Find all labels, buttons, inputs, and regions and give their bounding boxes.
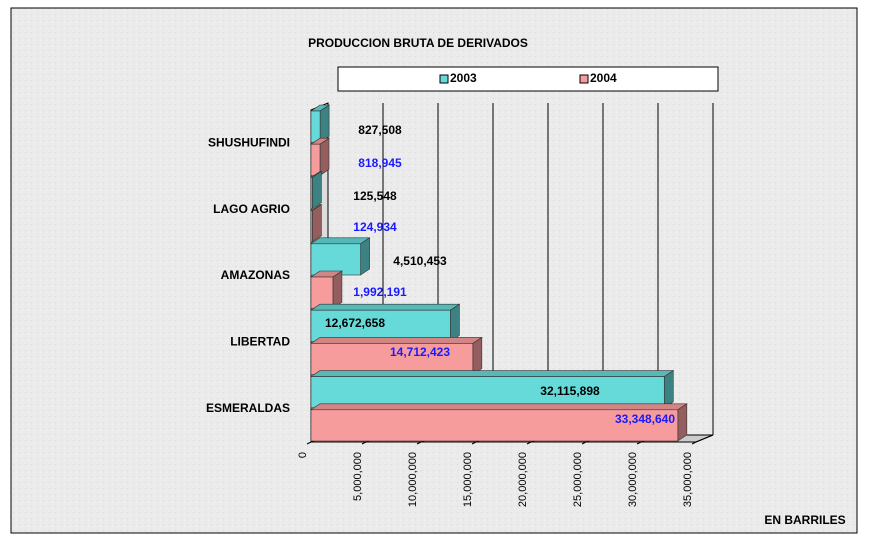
- x-tick-label: 20,000,000: [517, 452, 529, 507]
- y-tick-label: AMAZONAS: [221, 268, 290, 282]
- bar: [310, 309, 451, 342]
- x-tick-label: 15,000,000: [462, 452, 474, 507]
- x-tick: [526, 441, 532, 445]
- legend-label: 2003: [450, 71, 477, 85]
- x-tick: [471, 441, 477, 445]
- x-tick: [306, 441, 312, 445]
- x-tick: [416, 441, 422, 445]
- bar-side: [472, 336, 483, 376]
- bar-top: [310, 303, 461, 311]
- x-tick-label: 10,000,000: [407, 452, 419, 507]
- data-label: 818,945: [358, 156, 402, 170]
- bar-side: [319, 137, 330, 176]
- bar: [310, 276, 334, 309]
- legend-label: 2004: [590, 71, 617, 85]
- y-tick-label: LAGO AGRIO: [213, 202, 290, 216]
- bar-top: [310, 403, 688, 411]
- bar: [310, 343, 474, 375]
- bar: [310, 143, 321, 176]
- bar-top: [310, 237, 371, 245]
- bar: [310, 409, 679, 442]
- grid-line: [695, 434, 714, 443]
- bar-side: [360, 237, 370, 276]
- bar-side: [663, 370, 674, 409]
- bar-side: [319, 104, 330, 143]
- data-label: 12,672,658: [325, 316, 385, 330]
- x-tick-label: 0: [297, 452, 309, 458]
- data-label: 32,115,898: [540, 384, 600, 398]
- data-label: 124,934: [353, 220, 397, 234]
- bar-side: [332, 270, 343, 309]
- data-label: 4,510,453: [393, 254, 447, 268]
- x-tick: [581, 441, 587, 445]
- y-tick-label: ESMERALDAS: [206, 401, 290, 415]
- x-tick-label: 35,000,000: [682, 452, 694, 507]
- x-tick-label: 30,000,000: [627, 452, 639, 507]
- bar-side: [312, 170, 322, 210]
- bar: [310, 177, 313, 209]
- x-tick: [636, 441, 642, 445]
- bar-top: [310, 370, 675, 377]
- bar-side: [677, 403, 688, 442]
- legend-swatch: [579, 74, 589, 84]
- legend-swatch: [439, 74, 449, 84]
- bar: [310, 110, 321, 143]
- x-tick-label: 5,000,000: [352, 452, 364, 501]
- x-tick: [691, 441, 697, 445]
- chart-area: [10, 7, 858, 534]
- y-tick-label: LIBERTAD: [230, 335, 290, 349]
- x-tick-label: 25,000,000: [572, 452, 584, 507]
- data-label: 125,548: [353, 189, 397, 203]
- legend: [337, 66, 719, 92]
- bar: [310, 210, 313, 243]
- data-label: 827,508: [358, 123, 402, 137]
- data-label: 14,712,423: [390, 345, 450, 359]
- bar-side: [312, 204, 322, 243]
- bar-side: [450, 303, 460, 342]
- data-label: 1,992,191: [353, 285, 407, 299]
- chart-title: PRODUCCION BRUTA DE DERIVADOS: [308, 36, 528, 50]
- bar: [310, 243, 361, 276]
- x-axis-title: EN BARRILES: [764, 513, 845, 527]
- y-tick-label: SHUSHUFINDI: [208, 135, 290, 149]
- bar: [310, 376, 665, 409]
- x-tick: [361, 441, 367, 445]
- bar-top: [310, 337, 483, 344]
- data-label: 33,348,640: [615, 412, 675, 426]
